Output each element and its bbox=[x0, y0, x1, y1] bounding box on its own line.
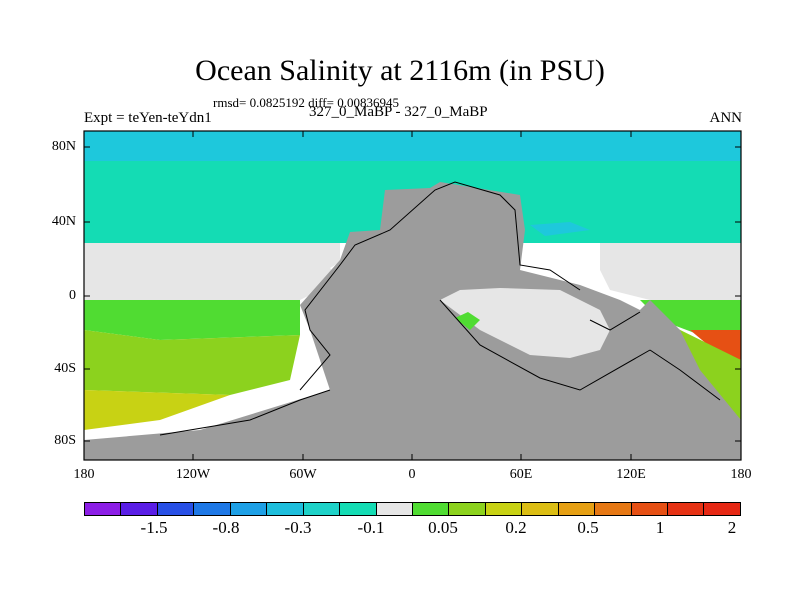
colorbar-box bbox=[230, 503, 268, 515]
ocean-south-deep bbox=[84, 390, 230, 430]
green-inland-patch bbox=[455, 312, 480, 330]
colorbar-label: -1.5 bbox=[140, 518, 168, 537]
colorbar-box bbox=[303, 503, 341, 515]
colorbar-label: -0.8 bbox=[212, 518, 240, 537]
lat-label-40n: 40N bbox=[51, 214, 76, 229]
colorbar-box bbox=[485, 503, 523, 515]
colorbar-box bbox=[558, 503, 596, 515]
colorbar-label: 0.2 bbox=[505, 518, 527, 537]
ocean-equator-west bbox=[84, 243, 340, 300]
colorbar-label: 0.5 bbox=[577, 518, 599, 537]
equatorial-sea bbox=[440, 288, 610, 358]
colorbar-box bbox=[376, 503, 413, 515]
colorbar-label: 1 bbox=[655, 518, 665, 537]
ocean-south-mid bbox=[84, 330, 300, 395]
colorbar-box bbox=[631, 503, 668, 515]
colorbar-box bbox=[340, 503, 377, 515]
colorbar-box bbox=[194, 503, 231, 515]
stats-label: rmsd= 0.0825192 diff= 0.00836945 bbox=[213, 95, 399, 110]
season-label: ANN bbox=[709, 110, 743, 126]
colorbar-box bbox=[668, 503, 705, 515]
colorbar-box bbox=[522, 503, 559, 515]
lon-label-60w: 60W bbox=[289, 467, 317, 482]
colorbar-label: 0.05 bbox=[428, 518, 458, 537]
colorbar-box bbox=[704, 503, 740, 515]
lat-label-80n: 80N bbox=[51, 139, 76, 154]
map-body bbox=[84, 131, 741, 460]
colorbar-label: -0.3 bbox=[284, 518, 312, 537]
colorbar-label: -0.1 bbox=[357, 518, 385, 537]
lon-label-180e: 180 bbox=[730, 467, 752, 482]
colorbar-box bbox=[595, 503, 632, 515]
ocean-south-east bbox=[640, 300, 741, 335]
colorbar-label: 2 bbox=[727, 518, 737, 537]
tick-marks bbox=[84, 131, 741, 460]
colorbar-box bbox=[121, 503, 158, 515]
subtitle: 327_0_MaBP - 327_0_MaBP bbox=[309, 104, 488, 120]
northern-inland-sea-deep bbox=[530, 222, 590, 236]
lon-label-60e: 60E bbox=[509, 467, 533, 482]
lon-label-120e: 120E bbox=[616, 467, 646, 482]
colorbar-box bbox=[157, 503, 195, 515]
land-mass bbox=[84, 182, 741, 460]
lat-label-40s: 40S bbox=[54, 361, 76, 376]
colorbar-box bbox=[449, 503, 486, 515]
coastline bbox=[159, 181, 721, 436]
ocean-orange-patch bbox=[690, 330, 741, 360]
lon-label-0: 0 bbox=[408, 467, 416, 482]
page-title: Ocean Salinity at 2116m (in PSU) bbox=[195, 54, 605, 87]
ocean-equator-east bbox=[600, 243, 741, 300]
lat-label-80s: 80S bbox=[54, 433, 76, 448]
experiment-label: Expt = teYen-teYdn1 bbox=[84, 110, 212, 126]
colorbar bbox=[84, 502, 741, 516]
lon-label-180w: 180 bbox=[73, 467, 95, 482]
colorbar-box bbox=[267, 503, 304, 515]
lat-label-0: 0 bbox=[69, 288, 76, 303]
lon-label-120w: 120W bbox=[175, 467, 211, 482]
colorbar-box bbox=[412, 503, 450, 515]
colorbar-box bbox=[85, 503, 122, 515]
ocean-south-upper bbox=[84, 300, 300, 340]
